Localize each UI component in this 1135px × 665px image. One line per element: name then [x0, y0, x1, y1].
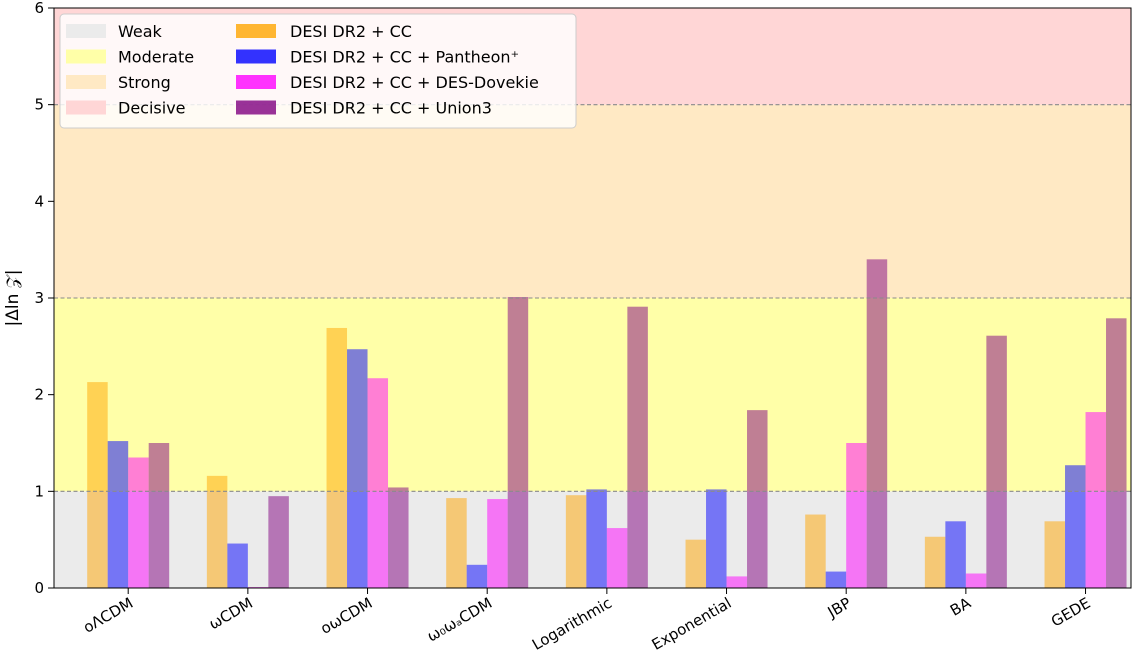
bar-o-cdm-series-3: [128, 457, 149, 588]
bar-ba-series-1: [924, 536, 946, 588]
legend-swatch-weak: [66, 24, 106, 38]
legend-label-series-3: DESI DR2 + CC + DES-Dovekie: [290, 73, 539, 92]
legend-label-strong: Strong: [118, 73, 171, 92]
bar-jbp-series-3: [846, 443, 867, 588]
bars: [87, 259, 1127, 588]
legend-label-series-1: DESI DR2 + CC: [290, 22, 412, 41]
bar-cdm-series-2: [466, 564, 488, 588]
x-tick-label-exponential: Exponential: [649, 594, 735, 654]
x-tick-label-cdm: ωCDM: [206, 594, 256, 633]
y-tick-label: 4: [34, 192, 44, 210]
bar-o-cdm-series-1: [87, 382, 108, 588]
y-axis-label: |Δln 𝒵|: [3, 270, 23, 327]
bar-logarithmic-series-2: [586, 489, 607, 588]
y-tick-label: 2: [34, 386, 44, 404]
x-tick-label-ba: BA: [947, 594, 974, 620]
y-tick-label: 0: [34, 579, 44, 597]
legend-label-moderate: Moderate: [118, 48, 194, 67]
bar-cdm-series-1: [446, 498, 467, 588]
bar-o-cdm-series-4: [388, 487, 409, 588]
band-moderate: [54, 298, 1131, 492]
bar-logarithmic-series-4: [627, 306, 648, 588]
x-tick-label-gede: GEDE: [1048, 594, 1093, 631]
bar-o-cdm-series-2: [107, 441, 129, 588]
bar-o-cdm-series-1: [326, 327, 348, 588]
bar-cdm-series-4: [507, 297, 529, 588]
bar-cdm-series-1: [206, 475, 228, 588]
legend-swatch-series-1: [236, 24, 276, 38]
x-tick-label-o-cdm: oωCDM: [317, 594, 375, 638]
bar-jbp-series-2: [825, 571, 847, 588]
bar-o-cdm-series-4: [148, 443, 170, 588]
bar-jbp-series-1: [805, 514, 826, 588]
x-tick-label-logarithmic: Logarithmic: [529, 594, 615, 654]
bar-gede-series-1: [1044, 521, 1066, 588]
x-tick-label-cdm: ω₀ωₐCDM: [424, 594, 495, 646]
bar-ba-series-3: [965, 573, 987, 588]
bar-cdm-series-2: [227, 543, 248, 588]
legend-swatch-series-4: [236, 100, 276, 115]
legend-swatch-series-2: [236, 49, 276, 64]
bar-ba-series-4: [986, 335, 1007, 588]
evidence-bands: [54, 8, 1131, 588]
legend-label-series-2: DESI DR2 + CC + Pantheon⁺: [290, 48, 519, 67]
bar-gede-series-4: [1106, 318, 1127, 588]
band-strong: [54, 104, 1131, 299]
bar-exponential-series-4: [747, 410, 768, 588]
y-tick-label: 1: [34, 482, 44, 500]
bar-logarithmic-series-1: [565, 495, 587, 588]
x-tick-label-jbp: JBP: [824, 594, 854, 622]
legend: Weak Moderate Strong Decisive DESI DR2 + CC D…: [59, 13, 577, 129]
legend-label-series-4: DESI DR2 + CC + Union3: [290, 99, 492, 118]
bar-ba-series-2: [945, 521, 966, 588]
x-axis: oΛCDM ωCDM oωCDM ω₀ωₐCDM Logarithmic Exponent…: [80, 588, 1094, 654]
y-tick-label: 5: [34, 96, 44, 114]
y-tick-label: 3: [34, 289, 44, 307]
bar-exponential-series-1: [685, 539, 707, 588]
x-tick-label-o-cdm: oΛCDM: [80, 594, 136, 637]
y-axis: 0 1 2 3 4 5 6: [34, 0, 54, 597]
legend-swatch-strong: [66, 75, 106, 89]
legend-label-weak: Weak: [118, 22, 163, 41]
legend-swatch-moderate: [66, 49, 106, 64]
bar-o-cdm-series-2: [347, 349, 368, 588]
bar-exponential-series-3: [726, 576, 748, 588]
bar-jbp-series-4: [866, 259, 888, 588]
bar-cdm-series-4: [268, 496, 289, 588]
legend-label-decisive: Decisive: [118, 99, 186, 118]
legend-swatch-series-3: [236, 75, 276, 89]
legend-box: [59, 13, 577, 129]
bar-exponential-series-2: [706, 489, 727, 588]
y-tick-label: 6: [34, 0, 44, 17]
bar-gede-series-2: [1065, 465, 1086, 588]
bar-logarithmic-series-3: [606, 528, 628, 588]
legend-swatch-decisive: [66, 100, 106, 115]
bar-gede-series-3: [1085, 412, 1107, 588]
bar-o-cdm-series-3: [367, 378, 389, 588]
bar-cdm-series-3: [487, 499, 508, 588]
